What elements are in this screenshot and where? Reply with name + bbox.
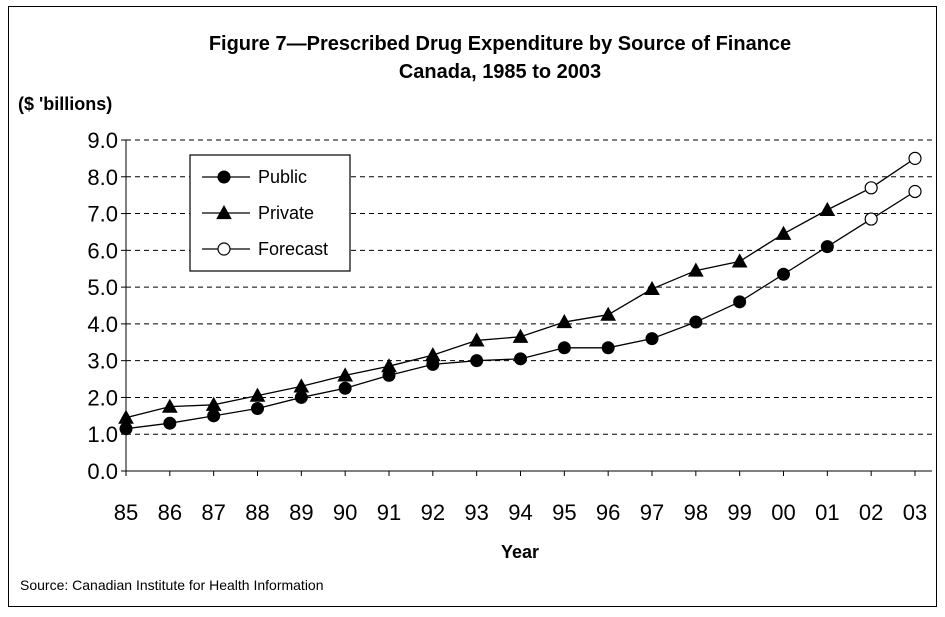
legend-marker bbox=[217, 242, 231, 256]
forecast-point-public bbox=[908, 184, 922, 199]
legend-label: Private bbox=[258, 203, 314, 223]
x-tick-label: 93 bbox=[464, 500, 488, 525]
source-note: Source: Canadian Institute for Health In… bbox=[20, 577, 324, 593]
data-point-public bbox=[689, 315, 703, 329]
legend-marker bbox=[217, 170, 231, 184]
chart-title: Figure 7—Prescribed Drug Expenditure by … bbox=[209, 33, 791, 55]
y-tick-label: 4.0 bbox=[87, 312, 118, 337]
x-tick-label: 99 bbox=[727, 500, 751, 525]
data-point-private bbox=[775, 225, 792, 240]
legend: Public Private Forecast bbox=[189, 154, 351, 272]
y-tick-label: 8.0 bbox=[87, 165, 118, 190]
x-tick-label: 92 bbox=[421, 500, 445, 525]
data-point-public bbox=[601, 341, 615, 355]
forecast-point-private bbox=[908, 151, 922, 165]
data-point-public bbox=[294, 390, 308, 404]
data-point-public bbox=[163, 416, 177, 430]
x-tick-label: 88 bbox=[245, 500, 269, 525]
x-tick-label: 02 bbox=[859, 500, 883, 525]
y-tick-label: 1.0 bbox=[87, 422, 118, 447]
data-point-private bbox=[161, 398, 178, 413]
data-point-private bbox=[118, 409, 134, 424]
data-point-private bbox=[731, 253, 748, 268]
data-point-public bbox=[251, 401, 264, 415]
legend-marker bbox=[216, 204, 232, 220]
data-point-private bbox=[293, 378, 310, 393]
y-axis-label: ($ 'billions) bbox=[18, 94, 112, 114]
y-tick-label: 3.0 bbox=[87, 349, 118, 374]
y-tick-label: 9.0 bbox=[87, 128, 118, 153]
data-point-public bbox=[645, 332, 659, 346]
y-tick-label: 2.0 bbox=[87, 385, 118, 410]
data-point-private bbox=[600, 306, 617, 321]
data-point-private bbox=[687, 262, 704, 277]
y-tick-label: 7.0 bbox=[87, 202, 118, 227]
data-point-public bbox=[338, 381, 352, 395]
data-point-public bbox=[733, 295, 747, 309]
data-point-private bbox=[468, 332, 485, 347]
x-tick-label: 86 bbox=[158, 500, 182, 525]
x-tick-label: 96 bbox=[596, 500, 620, 525]
x-tick-label: 01 bbox=[815, 500, 839, 525]
x-axis-label: Year bbox=[501, 542, 539, 562]
data-point-public bbox=[820, 240, 834, 254]
data-point-public bbox=[119, 422, 133, 436]
y-tick-label: 6.0 bbox=[87, 238, 118, 263]
x-tick-label: 94 bbox=[508, 500, 532, 525]
y-tick-label: 0.0 bbox=[87, 459, 118, 484]
data-point-public bbox=[777, 267, 790, 281]
data-point-private bbox=[337, 367, 354, 382]
y-tick-label: 5.0 bbox=[87, 275, 118, 300]
x-tick-label: 91 bbox=[377, 500, 401, 525]
data-point-private bbox=[205, 396, 222, 411]
data-point-private bbox=[249, 387, 266, 402]
x-tick-label: 97 bbox=[640, 500, 664, 525]
x-tick-label: 95 bbox=[552, 500, 576, 525]
chart-subtitle: Canada, 1985 to 2003 bbox=[399, 61, 601, 83]
x-tick-label: 03 bbox=[903, 500, 927, 525]
legend-label: Public bbox=[258, 167, 307, 187]
x-tick-label: 00 bbox=[771, 500, 795, 525]
data-point-private bbox=[424, 347, 441, 362]
data-point-public bbox=[470, 354, 484, 368]
data-point-private bbox=[381, 358, 397, 373]
data-point-private bbox=[556, 314, 573, 329]
data-point-private bbox=[644, 280, 660, 296]
data-point-public bbox=[207, 409, 221, 423]
x-tick-label: 90 bbox=[333, 500, 357, 525]
data-point-private bbox=[819, 201, 836, 216]
plot-area: 0.0 1.0 2.0 3.0 4.0 5.0 6.0 7.0 8.0 9.0 85 86 87 88 89… bbox=[87, 128, 932, 525]
x-tick-label: 89 bbox=[289, 500, 313, 525]
data-point-public bbox=[557, 341, 571, 355]
forecast-point-public bbox=[864, 212, 878, 226]
x-tick-label: 98 bbox=[684, 500, 708, 525]
x-tick-label: 87 bbox=[201, 500, 225, 525]
x-tick-label: 85 bbox=[114, 500, 138, 525]
chart-frame bbox=[8, 6, 937, 607]
data-point-private bbox=[512, 328, 529, 343]
forecast-point-private bbox=[864, 181, 878, 195]
legend-label: Forecast bbox=[258, 239, 328, 259]
data-point-public bbox=[514, 352, 527, 366]
